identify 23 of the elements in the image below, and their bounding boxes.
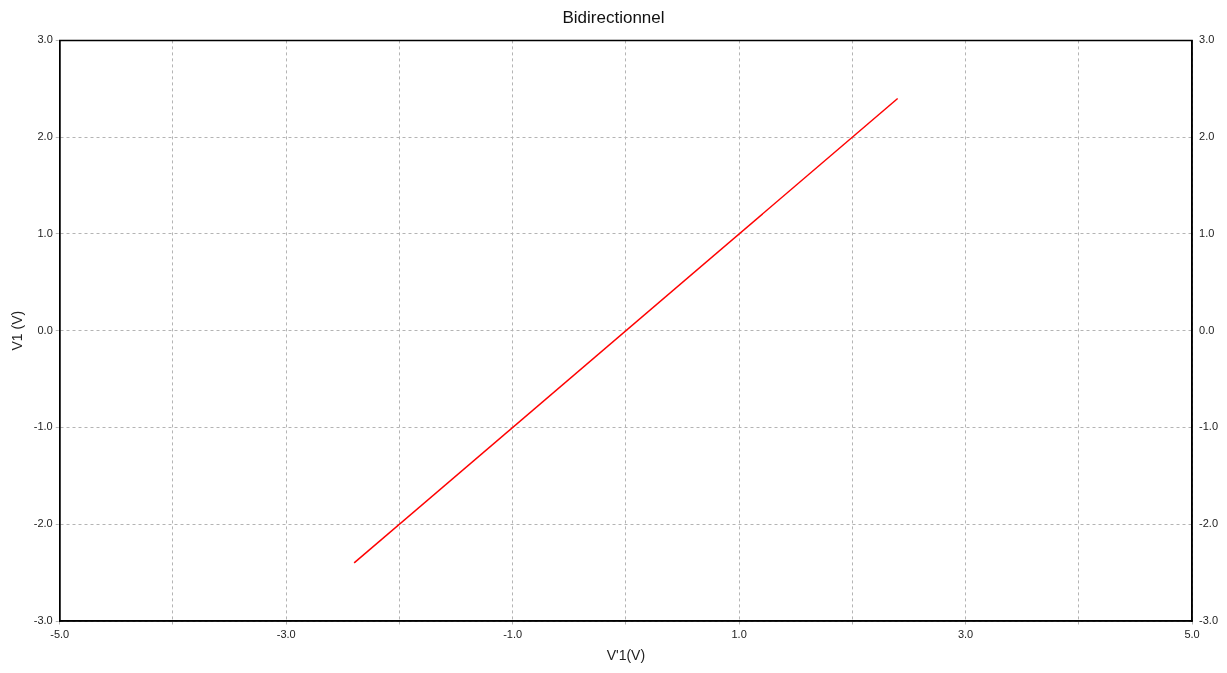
y2-tick-label: -3.0 bbox=[1199, 614, 1219, 627]
chart-title: Bidirectionnel bbox=[562, 7, 665, 27]
y-axis-title: V1 (V) bbox=[9, 310, 26, 351]
y-tick-label: 2.0 bbox=[37, 130, 53, 143]
x-tick-label: -3.0 bbox=[276, 627, 296, 640]
x-axis-title: V'1(V) bbox=[606, 647, 646, 664]
y-tick-label: -1.0 bbox=[33, 420, 53, 433]
y2-tick-label: 1.0 bbox=[1199, 226, 1215, 239]
x-tick-label: 5.0 bbox=[1184, 627, 1200, 640]
y2-tick-label: -1.0 bbox=[1199, 420, 1219, 433]
y-tick-label: -2.0 bbox=[33, 517, 53, 530]
y-tick-label: 1.0 bbox=[37, 226, 53, 239]
y2-tick-label: -2.0 bbox=[1199, 517, 1219, 530]
y-tick-label: -3.0 bbox=[33, 614, 53, 627]
x-tick-label: 1.0 bbox=[731, 627, 747, 640]
y-tick-label: 0.0 bbox=[37, 323, 53, 336]
y-tick-label: 3.0 bbox=[37, 33, 53, 46]
y2-tick-label: 3.0 bbox=[1199, 33, 1215, 46]
x-tick-label: -1.0 bbox=[503, 627, 523, 640]
x-tick-label: 3.0 bbox=[957, 627, 974, 640]
x-tick-label: -5.0 bbox=[50, 627, 70, 640]
y2-tick-label: 2.0 bbox=[1199, 130, 1215, 143]
y2-tick-label: 0.0 bbox=[1199, 323, 1215, 336]
